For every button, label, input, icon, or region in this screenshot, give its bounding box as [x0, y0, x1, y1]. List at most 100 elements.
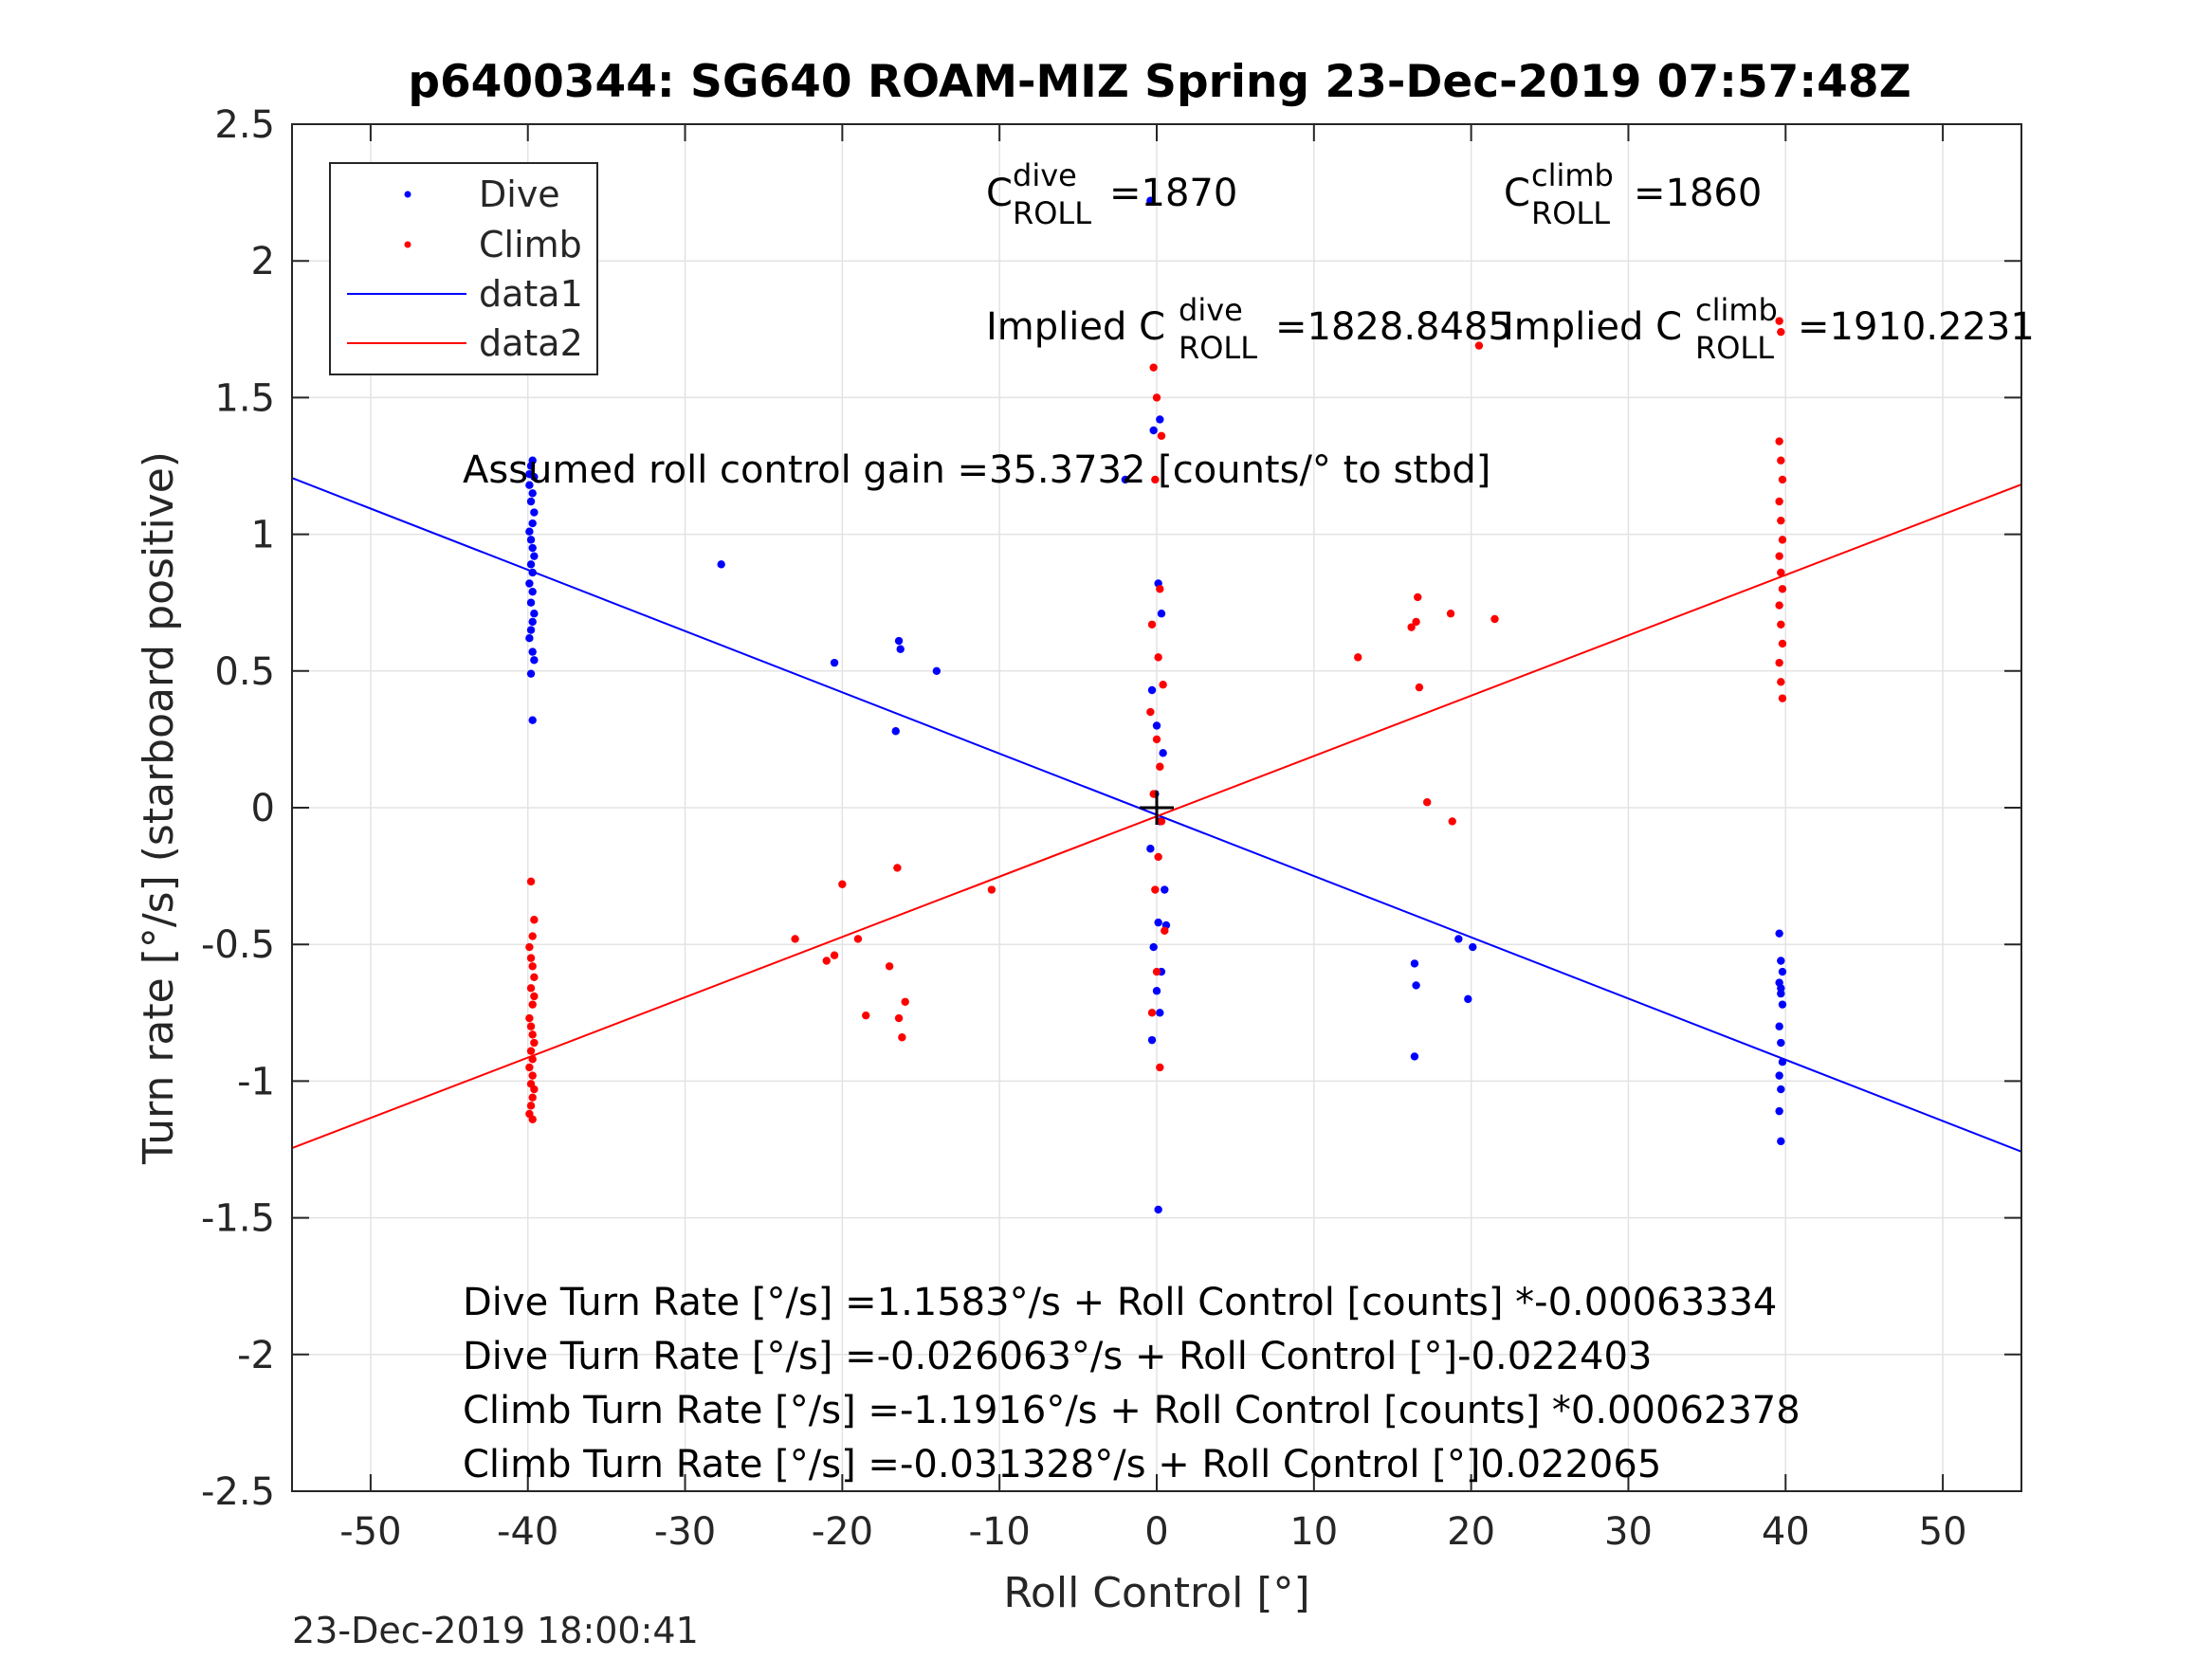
- annotation-implied-climb: Implied C climb ROLL =1910.2231: [1503, 292, 2035, 366]
- svg-text:ROLL: ROLL: [1531, 195, 1610, 231]
- climb-point: [1152, 735, 1161, 744]
- dive-point: [1775, 929, 1783, 938]
- svg-text:=1828.8485: =1828.8485: [1275, 305, 1512, 349]
- x-tick-label: -20: [812, 1510, 873, 1554]
- x-tick-label: -30: [654, 1510, 716, 1554]
- dive-point: [526, 536, 536, 544]
- y-tick-label: -1: [237, 1060, 275, 1103]
- dive-point: [525, 527, 534, 536]
- dive-point: [526, 626, 536, 634]
- climb-point: [791, 935, 799, 943]
- climb-point: [526, 1022, 536, 1030]
- svg-text:ROLL: ROLL: [1179, 330, 1257, 366]
- climb-point: [838, 880, 847, 888]
- dive-point: [1152, 721, 1161, 730]
- climb-point: [1775, 601, 1783, 610]
- climb-point: [1414, 592, 1422, 602]
- climb-point: [1407, 623, 1416, 631]
- climb-point: [1448, 817, 1456, 826]
- dive-point: [1159, 749, 1167, 757]
- dive-point: [530, 656, 539, 665]
- climb-point: [1161, 926, 1169, 935]
- climb-point: [885, 962, 894, 971]
- dive-point: [1154, 918, 1162, 927]
- climb-point: [862, 1011, 870, 1020]
- dive-point: [1412, 981, 1420, 990]
- dive-point: [1149, 426, 1158, 435]
- svg-text:C: C: [1504, 172, 1530, 215]
- climb-point: [1777, 456, 1785, 465]
- dive-point: [1775, 1106, 1783, 1116]
- dive-point: [1775, 1071, 1783, 1080]
- chart-title: p6400344: SG640 ROAM-MIZ Spring 23-Dec-2…: [408, 56, 1910, 108]
- x-tick-label: 50: [1919, 1510, 1967, 1554]
- climb-point: [1446, 610, 1455, 618]
- annotation-eq1: Dive Turn Rate [°/s] =1.1583°/s + Roll C…: [463, 1281, 1777, 1324]
- climb-point: [1423, 798, 1432, 807]
- dive-point: [891, 727, 900, 736]
- annotation-gain: Assumed roll control gain =35.3732 [coun…: [463, 448, 1490, 492]
- dive-point: [1454, 935, 1463, 943]
- dive-point: [1777, 989, 1785, 998]
- climb-point: [530, 1038, 539, 1048]
- dive-point: [1154, 1205, 1162, 1214]
- origin-marker: [1140, 791, 1174, 825]
- legend-label-dive: Dive: [479, 173, 560, 215]
- annotation-implied-dive: Implied C dive ROLL =1828.8485: [986, 292, 1512, 366]
- climb-point: [1151, 885, 1160, 894]
- y-tick-label: -2: [237, 1334, 275, 1377]
- climb-point: [526, 984, 536, 993]
- y-tick-label: -0.5: [201, 923, 275, 967]
- climb-point: [822, 957, 831, 965]
- climb-point: [530, 916, 539, 924]
- climb-point: [1778, 536, 1787, 544]
- y-tick-label: -1.5: [201, 1197, 275, 1241]
- climb-point: [1151, 475, 1160, 484]
- dive-point: [526, 598, 536, 607]
- dive-point: [528, 587, 537, 596]
- climb-point: [1157, 817, 1166, 826]
- dive-point: [525, 481, 534, 489]
- legend-label-data2: data2: [479, 322, 583, 364]
- dive-point: [1777, 1038, 1785, 1048]
- dive-point: [528, 716, 537, 724]
- svg-text:Implied C: Implied C: [1503, 305, 1682, 349]
- x-tick-label: 10: [1289, 1510, 1338, 1554]
- dive-point: [525, 579, 534, 588]
- dive-point: [1410, 1052, 1419, 1061]
- annotation-eq4: Climb Turn Rate [°/s] =-0.031328°/s + Ro…: [463, 1443, 1661, 1486]
- dive-point: [1775, 1022, 1783, 1030]
- climb-point: [1775, 658, 1783, 667]
- climb-point: [525, 1063, 534, 1072]
- svg-text:=1910.2231: =1910.2231: [1798, 305, 2035, 349]
- dive-point: [1464, 994, 1472, 1004]
- dive-point: [1777, 1085, 1785, 1094]
- y-tick-label: -2.5: [201, 1470, 275, 1514]
- x-tick-label: -10: [969, 1510, 1031, 1554]
- climb-point: [1775, 317, 1783, 325]
- legend-item-climb: Climb: [404, 224, 582, 265]
- climb-point: [1775, 437, 1783, 446]
- dive-point: [830, 658, 839, 667]
- climb-point: [530, 1085, 539, 1094]
- climb-point: [1777, 327, 1785, 337]
- climb-point: [526, 954, 536, 962]
- dive-point: [1156, 415, 1164, 424]
- x-tick-label: 40: [1762, 1510, 1810, 1554]
- dive-point: [526, 462, 536, 470]
- y-tick-label: 2: [251, 240, 275, 283]
- dive-point: [1778, 1000, 1787, 1009]
- climb-point: [830, 951, 839, 959]
- climb-point: [987, 885, 996, 894]
- y-axis-label: Turn rate [°/s] (starboard positive): [135, 451, 183, 1165]
- y-tick-label: 0: [251, 787, 275, 830]
- climb-point: [1415, 683, 1424, 692]
- climb-point: [528, 1115, 537, 1123]
- svg-text:climb: climb: [1531, 157, 1614, 193]
- climb-point: [528, 962, 537, 971]
- climb-point: [1152, 967, 1161, 976]
- climb-point: [1147, 1009, 1157, 1017]
- dive-point: [528, 543, 537, 553]
- dive-point: [530, 610, 539, 618]
